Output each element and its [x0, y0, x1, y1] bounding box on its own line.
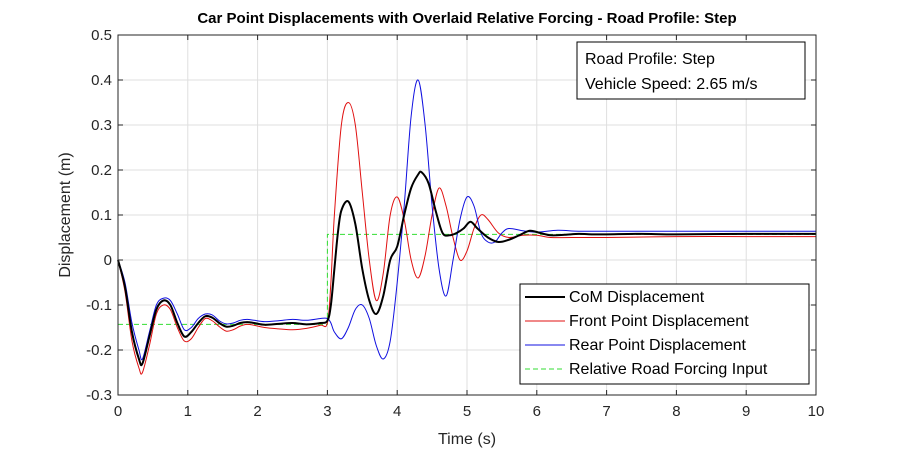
x-tick-label: 9	[742, 403, 750, 420]
x-axis-label: Time (s)	[438, 431, 496, 448]
legend-label-front: Front Point Displacement	[569, 313, 749, 330]
y-tick-label: -0.2	[86, 342, 112, 359]
y-tick-label: -0.3	[86, 387, 112, 404]
y-tick-label: 0.4	[91, 72, 112, 89]
y-tick-label: -0.1	[86, 297, 112, 314]
x-tick-label: 0	[114, 403, 122, 420]
annotation-line-1: Road Profile: Step	[585, 51, 715, 68]
x-tick-label: 2	[253, 403, 261, 420]
series-com-displacement	[117, 170, 817, 367]
y-tick-label: 0.1	[91, 207, 112, 224]
x-tick-label: 8	[672, 403, 680, 420]
legend-label-forcing: Relative Road Forcing Input	[569, 361, 768, 378]
series-group	[117, 79, 817, 375]
legend-frame	[519, 283, 810, 385]
legend: CoM Displacement Front Point Displacemen…	[519, 283, 810, 385]
x-tick-label: 6	[533, 403, 541, 420]
legend-label-com: CoM Displacement	[569, 289, 705, 306]
series-front-point-displacement	[117, 102, 816, 375]
y-tick-label: 0	[104, 252, 112, 269]
legend-label-rear: Rear Point Displacement	[569, 337, 747, 354]
x-tick-label: 3	[323, 403, 331, 420]
x-tick-label: 4	[393, 403, 401, 420]
x-tick-label: 10	[808, 403, 825, 420]
x-tick-label: 1	[184, 403, 192, 420]
annotation-line-2: Vehicle Speed: 2.65 m/s	[585, 76, 758, 93]
y-tick-label: 0.3	[91, 117, 112, 134]
axis-ticks: 0 1 2 3 4 5 6 7 8 9 10 -0.3 -0.2 -0.1 0 0.1 0.2 0.3 0.4 0.5	[86, 27, 824, 420]
chart-title: Car Point Displacements with Overlaid Re…	[197, 10, 736, 27]
x-tick-label: 7	[602, 403, 610, 420]
annotation-frame	[576, 41, 806, 100]
y-axis-label: Displacement (m)	[57, 152, 74, 277]
x-tick-label: 5	[463, 403, 471, 420]
y-tick-label: 0.2	[91, 162, 112, 179]
annotation-box: Road Profile: Step Vehicle Speed: 2.65 m…	[576, 41, 806, 100]
y-tick-label: 0.5	[91, 27, 112, 44]
